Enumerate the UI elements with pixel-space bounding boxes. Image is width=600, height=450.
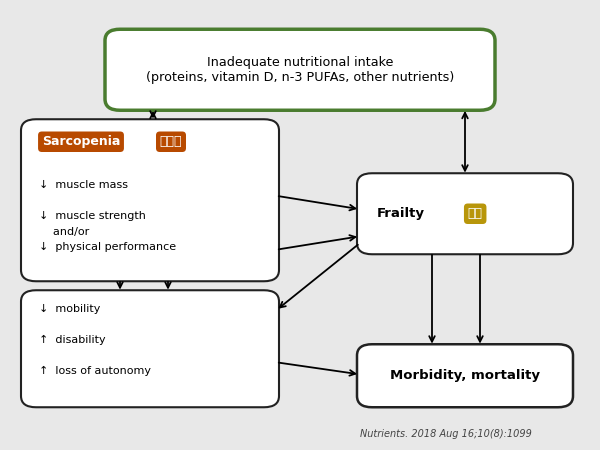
FancyBboxPatch shape bbox=[21, 290, 279, 407]
Text: Nutrients. 2018 Aug 16;10(8):1099: Nutrients. 2018 Aug 16;10(8):1099 bbox=[360, 429, 532, 439]
FancyBboxPatch shape bbox=[357, 344, 573, 407]
FancyBboxPatch shape bbox=[105, 29, 495, 110]
Text: Frailty: Frailty bbox=[377, 207, 425, 220]
Text: Sarcopenia: Sarcopenia bbox=[42, 135, 120, 148]
Text: ↓  mobility

↑  disability

↑  loss of autonomy: ↓ mobility ↑ disability ↑ loss of autono… bbox=[39, 304, 151, 376]
FancyBboxPatch shape bbox=[357, 173, 573, 254]
Text: 衰弱: 衰弱 bbox=[468, 207, 483, 220]
Text: 肌少症: 肌少症 bbox=[160, 135, 182, 148]
FancyBboxPatch shape bbox=[21, 119, 279, 281]
Text: Morbidity, mortality: Morbidity, mortality bbox=[390, 369, 540, 382]
Text: ↓  muscle mass

↓  muscle strength
    and/or
↓  physical performance: ↓ muscle mass ↓ muscle strength and/or ↓… bbox=[39, 180, 176, 252]
Text: Inadequate nutritional intake
(proteins, vitamin D, n-3 PUFAs, other nutrients): Inadequate nutritional intake (proteins,… bbox=[146, 56, 454, 84]
